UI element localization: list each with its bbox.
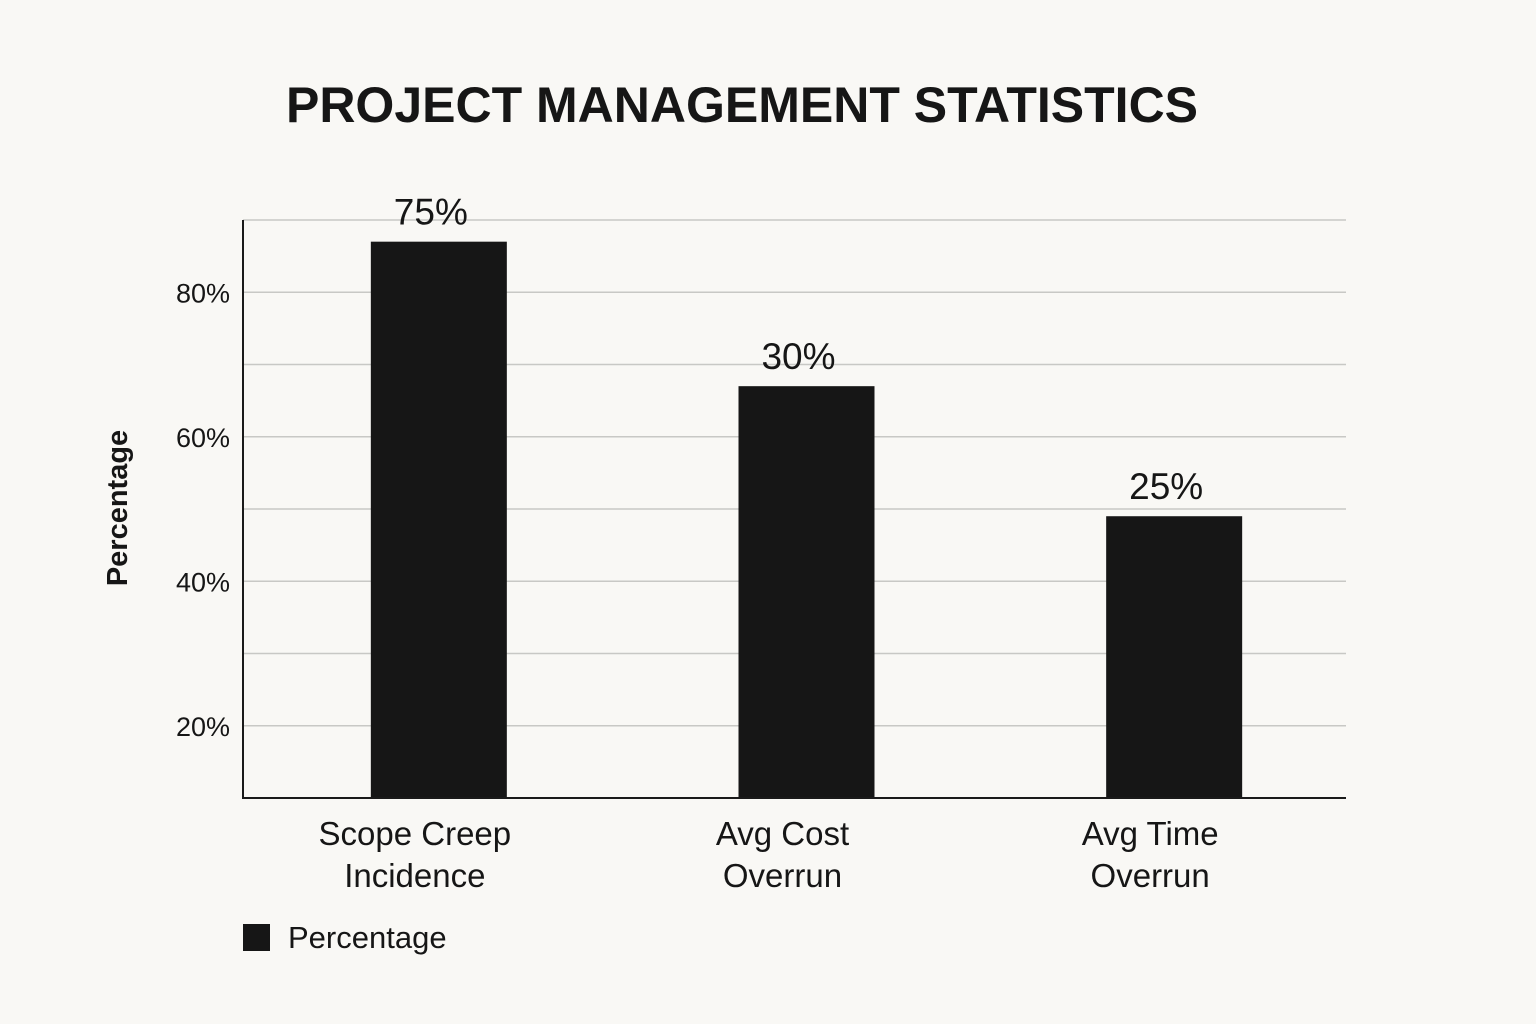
y-axis-title: Percentage (102, 430, 134, 586)
data-label: 30% (761, 336, 835, 377)
bar (1106, 516, 1243, 798)
chart-title: PROJECT MANAGEMENT STATISTICS (286, 77, 1198, 133)
data-label: 25% (1129, 466, 1203, 507)
bar (370, 241, 507, 799)
x-tick-label: Avg Time Overrun (1082, 815, 1219, 894)
x-tick-label: Scope Creep Incidence (319, 815, 512, 894)
y-axis-ticks: 20% 40% 60% 80% (176, 278, 230, 742)
data-labels: 75% 30% 25% (394, 192, 1203, 508)
bar (738, 386, 875, 798)
x-axis-categories: Scope Creep Incidence Avg Cost Overrun Avg T… (319, 815, 1219, 894)
legend: Percentage (243, 920, 447, 955)
y-tick-label: 20% (176, 712, 230, 742)
y-tick-label: 80% (176, 278, 230, 308)
y-tick-label: 40% (176, 567, 230, 597)
data-label: 75% (394, 192, 468, 233)
y-tick-label: 60% (176, 423, 230, 453)
bars (370, 241, 1243, 799)
legend-swatch (243, 924, 270, 951)
x-tick-label: Avg Cost Overrun (716, 815, 849, 894)
legend-label: Percentage (288, 920, 447, 955)
